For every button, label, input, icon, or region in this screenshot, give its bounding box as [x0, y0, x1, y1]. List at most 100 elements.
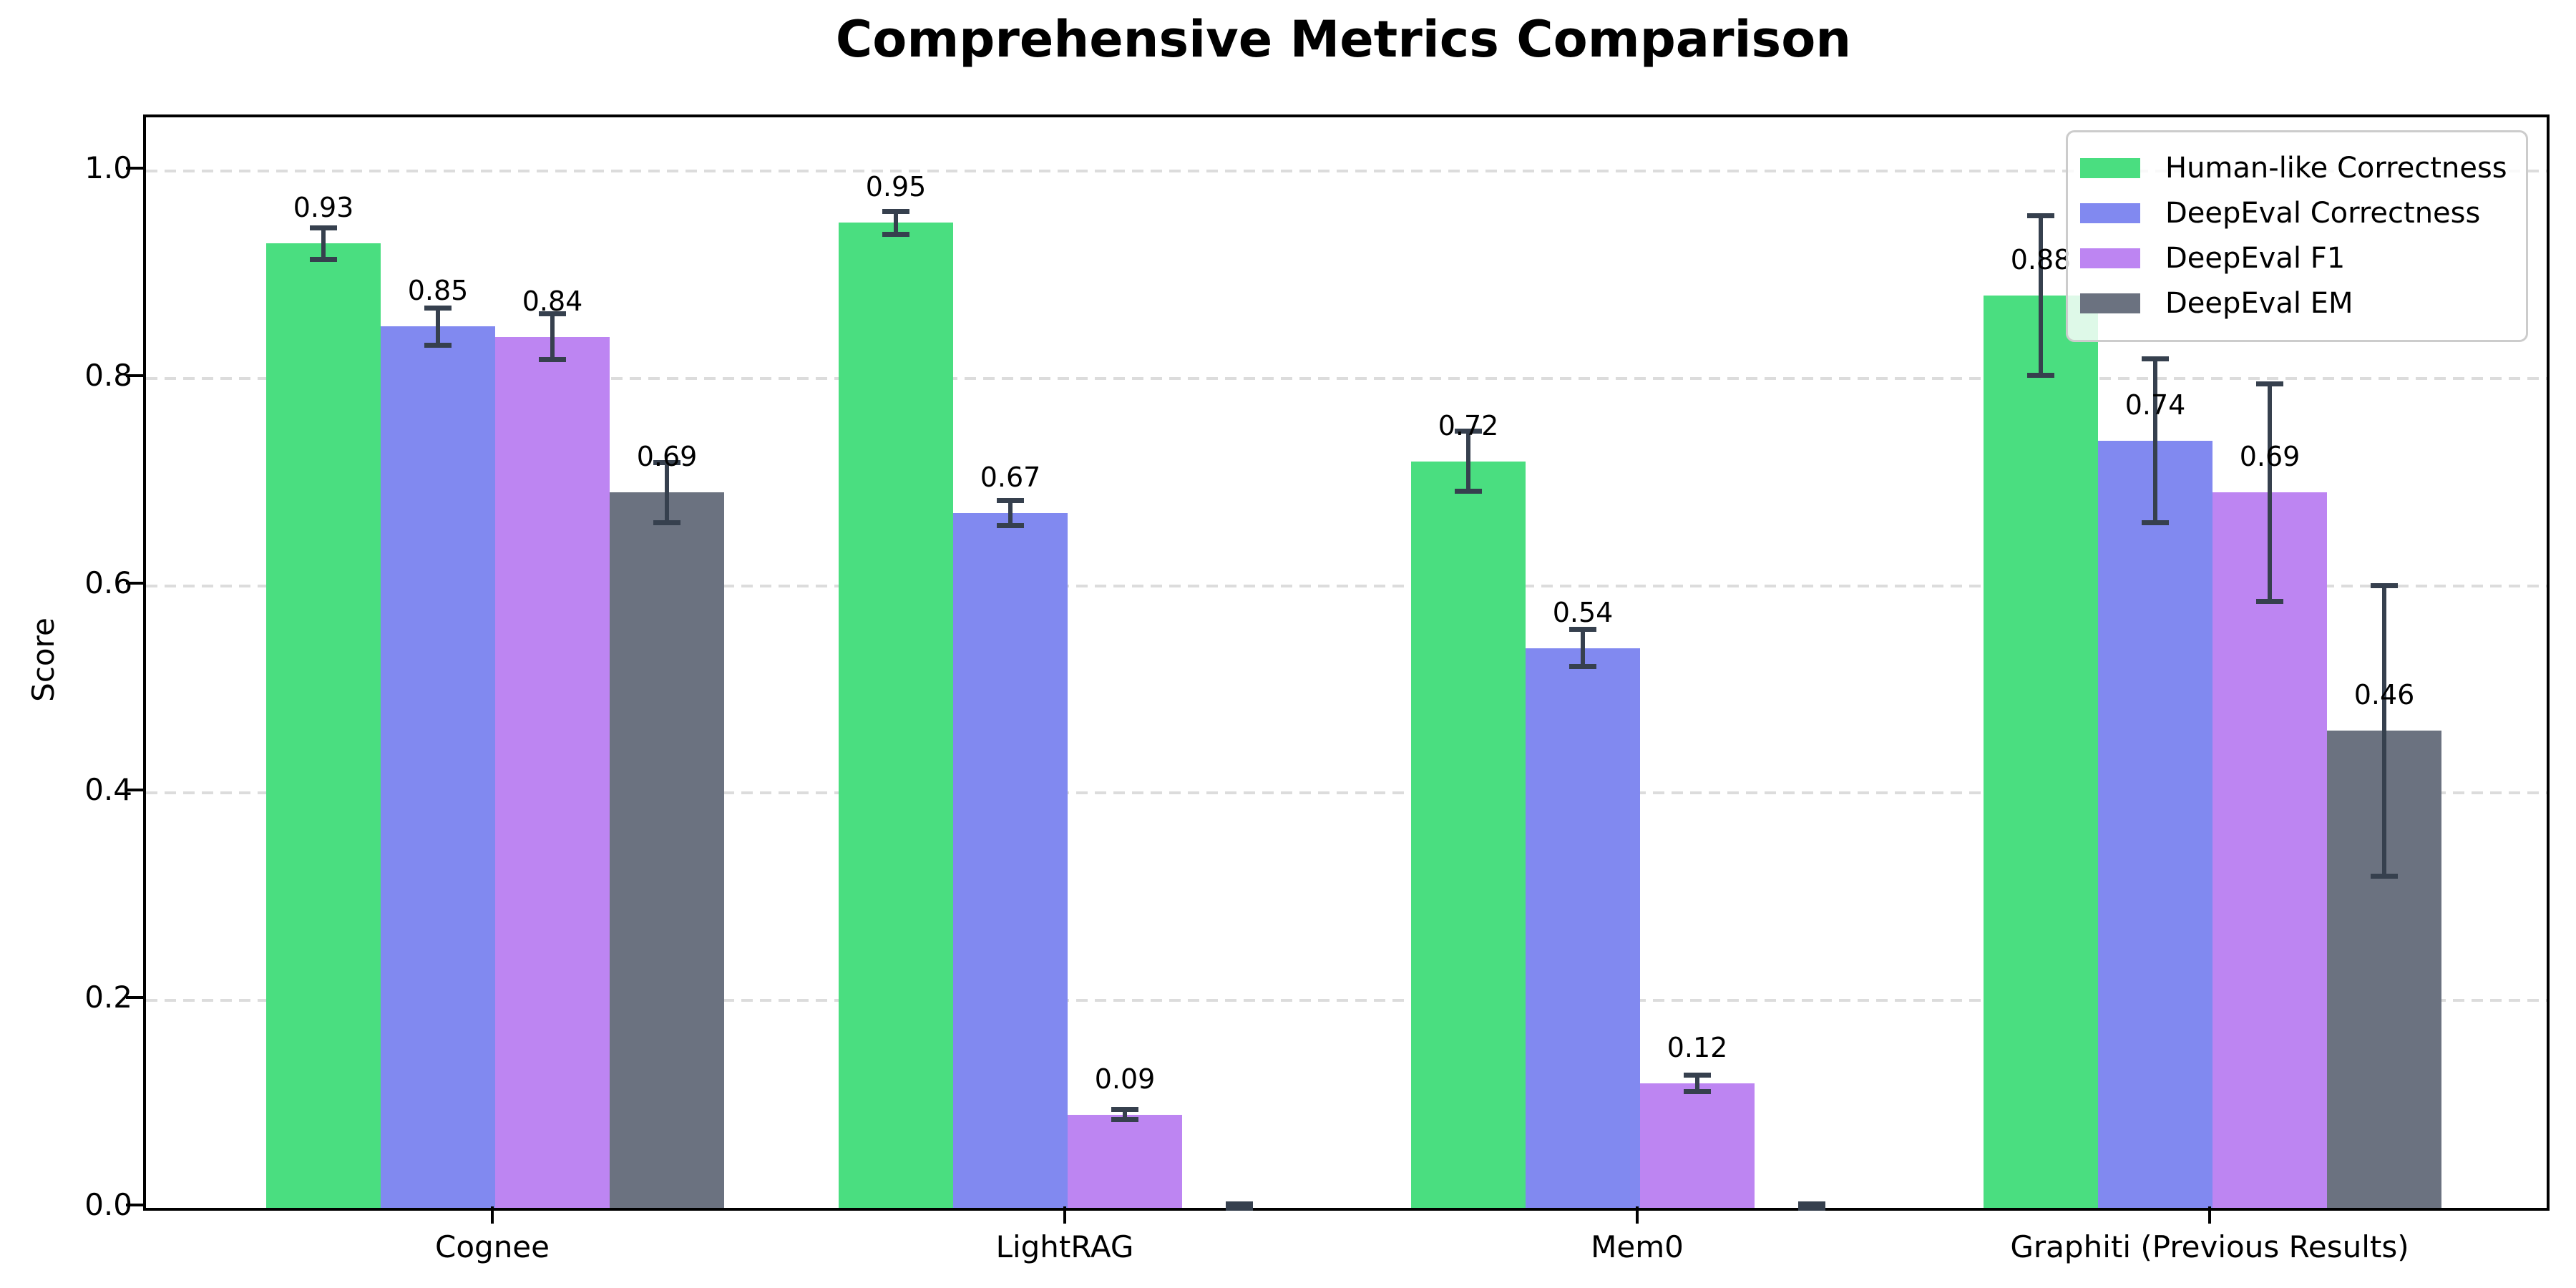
error-bar-cap	[1455, 429, 1482, 434]
bar-value-label: 0.95	[865, 171, 927, 203]
bar-value-label: 0.88	[2010, 243, 2072, 275]
error-bar	[1466, 431, 1470, 492]
bar-value-label: 0.84	[522, 285, 583, 317]
bar-graphiti-human-like-correctness	[1984, 295, 2098, 1208]
error-bar-cap	[2371, 583, 2398, 589]
x-tick-mark	[2208, 1206, 2211, 1224]
error-bar	[1123, 1109, 1127, 1120]
error-bar	[2268, 384, 2272, 602]
legend-row: DeepEval Correctness	[2080, 190, 2512, 235]
legend-swatch-icon	[2080, 157, 2140, 178]
bar-cognee-deepeval-em	[610, 492, 724, 1208]
y-tick-mark	[126, 996, 143, 1000]
y-tick-label-0.0: 0.0	[84, 1187, 132, 1222]
y-tick-label-0.4: 0.4	[84, 772, 132, 808]
error-bar-cap	[1684, 1073, 1711, 1078]
bar-value-label: 0.72	[1438, 409, 1499, 441]
x-tick-label-mem0: Mem0	[1591, 1229, 1684, 1264]
bar-cognee-deepeval-correctness	[381, 326, 495, 1208]
legend-swatch-icon	[2080, 203, 2140, 223]
legend-swatch-icon	[2080, 248, 2140, 268]
gridline-0.4	[146, 791, 2547, 795]
error-bar	[894, 211, 898, 235]
bar-value-label: 0.74	[2124, 389, 2186, 421]
bar-lightrag-human-like-correctness	[839, 223, 953, 1208]
error-bar-cap	[1798, 1205, 1825, 1211]
error-bar-cap	[997, 523, 1024, 529]
error-bar-cap	[424, 342, 452, 348]
error-bar-cap	[2027, 213, 2054, 218]
x-tick-mark	[1063, 1206, 1066, 1224]
y-tick-mark	[126, 789, 143, 792]
error-bar-cap	[997, 498, 1024, 504]
error-bar-cap	[1226, 1205, 1253, 1211]
error-bar-cap	[2256, 381, 2283, 386]
legend-row: Human-like Correctness	[2080, 145, 2512, 190]
bar-value-label: 0.12	[1667, 1032, 1728, 1064]
legend-swatch-icon	[2080, 293, 2140, 313]
error-bar-cap	[1569, 626, 1596, 632]
error-bar-cap	[2027, 372, 2054, 378]
error-bar-cap	[2371, 873, 2398, 879]
bar-value-label: 0.09	[1094, 1063, 1156, 1095]
legend-row: DeepEval F1	[2080, 235, 2512, 280]
bar-graphiti-deepeval-correctness	[2098, 440, 2212, 1208]
y-tick-mark	[126, 581, 143, 585]
error-bar	[436, 308, 440, 346]
chart-title: Comprehensive Metrics Comparison	[835, 10, 1852, 69]
error-bar-cap	[310, 256, 337, 262]
y-tick-mark	[126, 167, 143, 170]
bar-mem0-human-like-correctness	[1411, 461, 1526, 1208]
bar-cognee-deepeval-f1	[495, 336, 610, 1208]
bar-value-label: 0.85	[407, 275, 469, 307]
legend: Human-like Correctness DeepEval Correctne…	[2066, 130, 2528, 342]
bar-lightrag-deepeval-f1	[1068, 1114, 1182, 1208]
error-bar-cap	[1226, 1201, 1253, 1206]
bar-lightrag-deepeval-correctness	[953, 513, 1068, 1208]
bar-value-label: 0.69	[2239, 441, 2301, 473]
error-bar-cap	[1455, 489, 1482, 494]
error-bar-cap	[2142, 519, 2169, 525]
error-bar-cap	[653, 519, 680, 525]
error-bar	[1008, 500, 1013, 526]
y-tick-mark	[126, 1204, 143, 1206]
error-bar-cap	[882, 209, 909, 214]
bar-value-label: 0.93	[293, 192, 354, 224]
error-bar-cap	[2142, 356, 2169, 361]
error-bar	[2039, 215, 2043, 376]
error-bar-cap	[1569, 664, 1596, 670]
x-tick-mark	[1636, 1206, 1639, 1224]
legend-row: DeepEval EM	[2080, 280, 2512, 326]
gridline-1.0	[146, 170, 2547, 172]
error-bar-cap	[1684, 1089, 1711, 1095]
error-bar	[550, 313, 555, 360]
error-bar-cap	[1798, 1201, 1825, 1206]
y-tick-label-0.2: 0.2	[84, 980, 132, 1015]
bar-value-label: 0.54	[1552, 596, 1614, 628]
error-bar-cap	[539, 357, 566, 363]
x-tick-label-graphiti: Graphiti (Previous Results)	[2010, 1229, 2409, 1264]
legend-label: DeepEval EM	[2165, 286, 2353, 320]
legend-label: DeepEval F1	[2165, 241, 2346, 275]
y-tick-label-0.6: 0.6	[84, 565, 132, 600]
error-bar-cap	[1111, 1117, 1138, 1123]
error-bar	[1581, 629, 1585, 667]
error-bar-cap	[882, 231, 909, 237]
error-bar-cap	[1111, 1106, 1138, 1112]
error-bar-cap	[310, 225, 337, 231]
bar-value-label: 0.67	[980, 462, 1041, 494]
error-bar-cap	[539, 311, 566, 317]
bar-mem0-deepeval-f1	[1640, 1083, 1755, 1208]
y-tick-label-0.8: 0.8	[84, 357, 132, 393]
x-tick-label-cognee: Cognee	[435, 1229, 550, 1264]
error-bar-cap	[424, 305, 452, 311]
legend-label: Human-like Correctness	[2165, 151, 2507, 185]
bar-value-label: 0.69	[636, 441, 698, 473]
bar-mem0-deepeval-correctness	[1526, 648, 1640, 1208]
legend-label: DeepEval Correctness	[2165, 196, 2481, 230]
bar-cognee-human-like-correctness	[266, 243, 381, 1208]
gridline-0.8	[146, 376, 2547, 380]
error-bar	[1695, 1075, 1699, 1092]
bar-value-label: 0.46	[2353, 679, 2415, 711]
error-bar	[2153, 358, 2157, 523]
